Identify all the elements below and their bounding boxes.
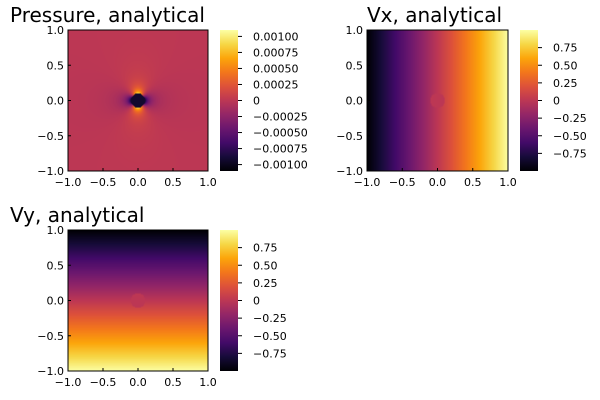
- colorbar-tick-label: 0.75: [253, 242, 278, 255]
- colorbar-gradient: [220, 230, 238, 371]
- x-tick-label: 1.0: [199, 176, 217, 189]
- colorbar-tick-label: −0.00100: [253, 159, 308, 172]
- colorbar-tick-label: −0.00050: [253, 127, 308, 140]
- colorbar-tick-label: 0.00025: [253, 78, 299, 91]
- subplot-2: Vx, analytical −1.0 −0.5 0.0 0.5 1.0 1.0 0.5 0.0…: [336, 3, 586, 189]
- y-tick-label: −0.5: [336, 130, 363, 143]
- x-tick-label: −0.5: [389, 176, 416, 189]
- y-tick-label: 0.5: [47, 59, 65, 72]
- x-tick-label: −1.0: [55, 176, 82, 189]
- y-tick-label: 1.0: [47, 24, 65, 37]
- subplot-1: Pressure, analytical −1.0 −0.5 0.0 0.5 1.0 1.0…: [10, 3, 308, 189]
- y-tick-label: −0.5: [37, 130, 64, 143]
- x-tick-label: −1.0: [354, 176, 381, 189]
- y-tick-label: 1.0: [346, 24, 364, 37]
- x-tick-label: 0.0: [429, 176, 447, 189]
- colorbar-tick-label: 0.25: [253, 277, 278, 290]
- colorbar-tick-label: 0.50: [553, 59, 578, 72]
- y-tick-label: 1.0: [47, 224, 65, 237]
- heatmap-image: [68, 230, 208, 371]
- subplot-3: Vy, analytical −1.0 −0.5 0.0 0.5 1.0 1.0 0.5 0.0…: [10, 203, 287, 389]
- x-tick-label: 0.0: [129, 176, 147, 189]
- y-tick-label: 0.0: [47, 95, 65, 108]
- y-tick-label: −1.0: [37, 165, 64, 178]
- colorbar-tick-label: −0.75: [253, 347, 287, 360]
- y-tick-label: 0.0: [47, 295, 65, 308]
- colorbar-tick-label: 0.00100: [253, 30, 299, 43]
- colorbar-tick-label: 0.50: [253, 259, 278, 272]
- y-tick-label: 0.5: [346, 59, 364, 72]
- y-tick-label: 0.5: [47, 259, 65, 272]
- colorbar-tick-label: 0: [553, 95, 560, 108]
- colorbar-tick-label: −0.25: [253, 312, 287, 325]
- x-tick-label: 1.0: [499, 176, 517, 189]
- colorbar: 0.75 0.50 0.25 0 −0.25 −0.50 −0.75: [220, 230, 287, 371]
- y-tick-label: −1.0: [336, 165, 363, 178]
- y-tick-label: −1.0: [37, 365, 64, 378]
- colorbar-tick-label: 0.00075: [253, 46, 299, 59]
- x-tick-label: −1.0: [55, 376, 82, 389]
- colorbar-tick-label: 0.25: [553, 77, 578, 90]
- colorbar-tick-label: 0.00050: [253, 62, 299, 75]
- colorbar-tick-label: −0.50: [553, 130, 587, 143]
- heatmap-image: [367, 30, 508, 171]
- colorbar: 0.00100 0.00075 0.00050 0.00025 0 −0.00025 −0.…: [220, 30, 308, 172]
- chart-title: Pressure, analytical: [10, 3, 205, 27]
- x-tick-label: 0.5: [164, 376, 182, 389]
- colorbar-tick-label: −0.25: [553, 112, 587, 125]
- chart-title: Vy, analytical: [10, 203, 144, 227]
- colorbar-tick-label: −0.00075: [253, 143, 308, 156]
- x-tick-label: 1.0: [199, 376, 217, 389]
- colorbar-gradient: [220, 30, 238, 171]
- x-tick-label: −0.5: [90, 376, 117, 389]
- x-tick-label: 0.5: [164, 176, 182, 189]
- y-tick-label: −0.5: [37, 330, 64, 343]
- colorbar-tick-label: 0.75: [553, 42, 578, 55]
- colorbar: 0.75 0.50 0.25 0 −0.25 −0.50 −0.75: [520, 30, 587, 171]
- colorbar-tick-label: −0.50: [253, 330, 287, 343]
- x-tick-label: 0.5: [464, 176, 482, 189]
- colorbar-tick-label: −0.00025: [253, 111, 308, 124]
- heatmap-image: [68, 30, 208, 171]
- colorbar-gradient: [520, 30, 538, 171]
- colorbar-tick-label: 0: [253, 95, 260, 108]
- chart-title: Vx, analytical: [367, 3, 502, 27]
- x-tick-label: 0.0: [129, 376, 147, 389]
- x-tick-label: −0.5: [90, 176, 117, 189]
- colorbar-tick-label: −0.75: [553, 147, 587, 160]
- y-tick-label: 0.0: [346, 95, 364, 108]
- colorbar-tick-label: 0: [253, 295, 260, 308]
